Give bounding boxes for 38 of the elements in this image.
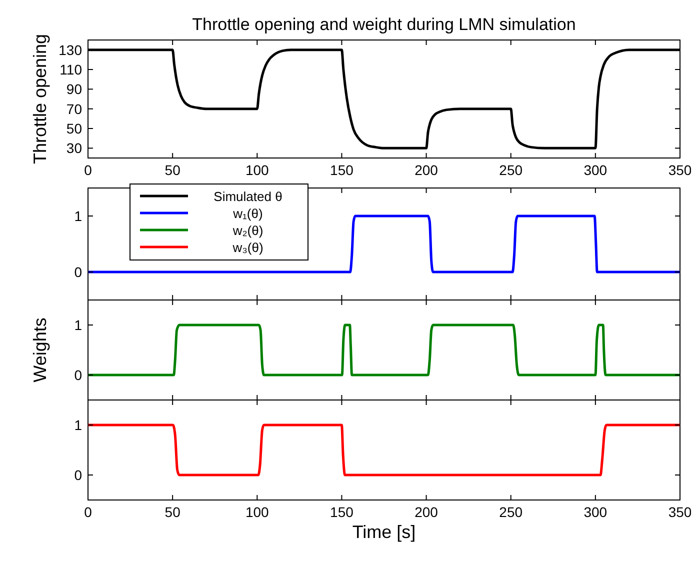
x-tick-label: 200 [414,162,438,178]
y-tick-label: 0 [74,264,82,280]
chart-title: Throttle opening and weight during LMN simulation [192,15,576,34]
x-tick-label: 0 [84,504,92,520]
y-tick-label: 30 [66,140,82,156]
y-tick-label: 1 [74,417,82,433]
text: w₂(θ) [232,223,264,238]
y-tick-label: 0 [74,367,82,383]
x-tick-label: 100 [245,162,270,178]
x-tick-label: 350 [668,504,692,520]
x-tick-label: 100 [245,504,270,520]
x-tick-label: 350 [668,162,692,178]
x-tick-label: 300 [584,504,608,520]
y-tick-label: 1 [74,208,82,224]
y-tick-label: 110 [60,62,82,78]
x-tick-label: 250 [499,162,523,178]
x-tick-label: 250 [499,504,523,520]
text: w₃(θ) [232,240,264,255]
y-tick-label: 0 [74,467,82,483]
y-tick-label: 50 [66,120,82,136]
x-tick-label: 150 [330,162,354,178]
y-tick-label: 1 [74,317,82,333]
x-tick-label: 200 [414,504,438,520]
x-tick-label: 300 [584,162,608,178]
line-series [88,324,680,376]
legend-label: Simulated θ [214,189,282,204]
y-axis-title: Throttle opening [30,34,50,164]
text: w₁(θ) [233,206,263,221]
y-axis-title: Weights [30,318,50,382]
line-series [88,424,680,476]
x-tick-label: 50 [164,504,181,520]
x-tick-label: 150 [330,504,354,520]
x-tick-label: 0 [84,162,92,178]
y-tick-label: 90 [66,81,82,98]
x-tick-label: 50 [164,162,181,178]
y-tick-label: 130 [58,42,82,58]
y-tick-label: 70 [66,100,82,117]
x-axis-title: Time [s] [352,522,416,542]
